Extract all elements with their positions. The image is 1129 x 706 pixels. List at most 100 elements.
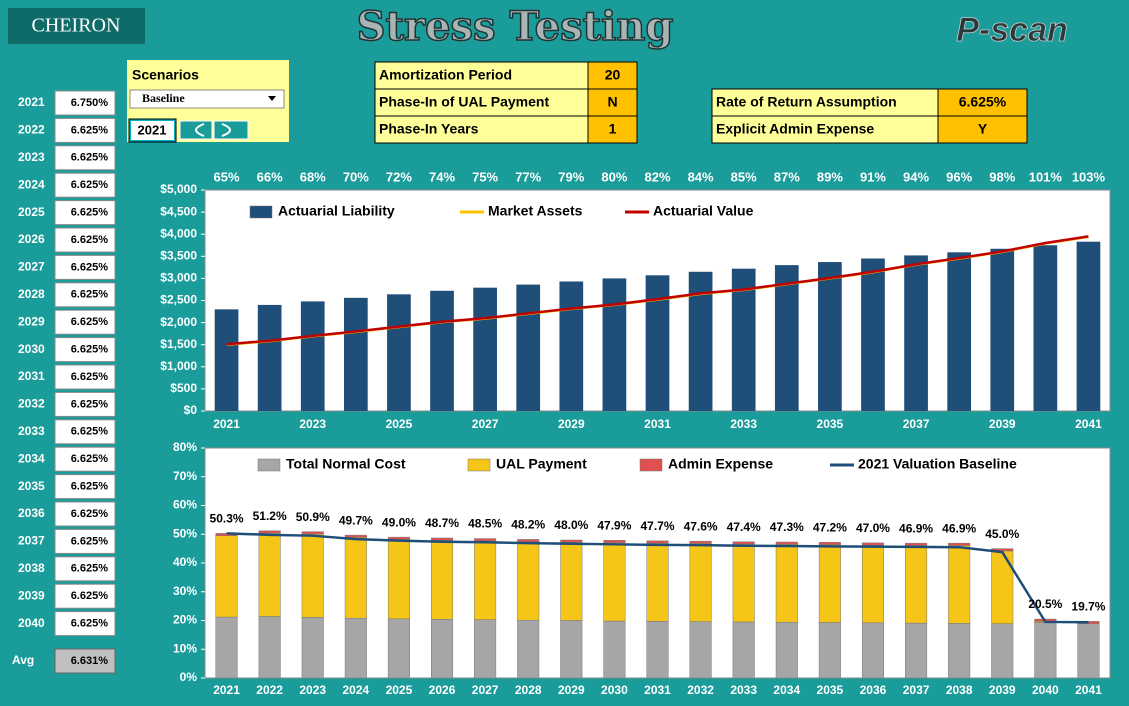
total-label: 48.7%: [425, 516, 459, 530]
bar: [343, 297, 368, 411]
funded-ratio-label: 65%: [214, 169, 240, 184]
bar: [473, 287, 497, 411]
y-tick-label: $4,000: [160, 226, 197, 240]
rate-cell: [54, 556, 116, 582]
rate-cell: [54, 200, 116, 226]
rate-value: 6.750%: [71, 97, 109, 109]
year-label: 2035: [18, 479, 45, 493]
funded-ratio-label: 80%: [601, 169, 627, 184]
bar: [861, 258, 885, 411]
bar: [474, 538, 497, 542]
avg-value: 6.631%: [71, 655, 109, 667]
param-label-cell: [374, 115, 589, 144]
funded-ratio-label: 87%: [774, 169, 800, 184]
bar: [431, 537, 454, 541]
year-label: 2030: [18, 342, 45, 356]
charts: $0 $500 $1,000 $1,500 $2,000 $2,500 $3,000 $3,5…: [160, 169, 1111, 697]
total-label: 46.9%: [942, 521, 976, 535]
funded-ratio-label: 98%: [989, 169, 1015, 184]
x-tick-label: 2041: [1075, 417, 1102, 431]
x-tick-label: 2033: [730, 683, 757, 697]
bar: [646, 542, 669, 622]
bar: [603, 620, 626, 679]
y-tick-label: $2,500: [160, 293, 197, 307]
bar: [602, 278, 627, 411]
legend-label: 2021 Valuation Baseline: [858, 456, 1017, 472]
x-tick-label: 2027: [472, 417, 499, 431]
x-tick-label: 2033: [730, 417, 757, 431]
y-tick-label: $2,000: [160, 315, 197, 329]
rate-cell: [54, 446, 116, 472]
bar: [559, 281, 584, 411]
bar: [300, 301, 325, 411]
x-tick-label: 2023: [299, 417, 326, 431]
rate-value: 6.625%: [71, 398, 109, 410]
bar: [905, 542, 928, 546]
bar: [774, 265, 799, 411]
funded-ratio-label: 94%: [903, 169, 929, 184]
rate-column: 2021 6.750% 2022 6.625% 2023 6.625% 2024 6.625%…: [12, 90, 116, 674]
rate-cell: [54, 501, 116, 527]
x-tick-label: 2031: [644, 417, 671, 431]
bar: [387, 294, 411, 411]
x-tick-label: 2035: [817, 683, 844, 697]
funded-ratio-label: 96%: [946, 169, 972, 184]
rate-cell: [54, 172, 116, 198]
y-tick-label: 40%: [173, 555, 197, 569]
year-label: 2021: [18, 95, 45, 109]
y-tick-label: 50%: [173, 526, 197, 540]
year-label: 2031: [18, 369, 45, 383]
year-label: 2040: [18, 616, 45, 630]
scenario-dropdown[interactable]: [129, 89, 285, 109]
bar: [301, 617, 324, 679]
bar: [948, 542, 971, 546]
rate-value: 6.625%: [71, 261, 109, 273]
year-label: 2027: [18, 260, 45, 274]
rate-value: 6.625%: [71, 344, 109, 356]
bar: [818, 542, 841, 545]
bar: [1033, 245, 1058, 411]
scenario-year: 2021: [138, 122, 167, 137]
x-tick-label: 2039: [989, 683, 1016, 697]
bar: [257, 304, 282, 411]
bar: [560, 542, 583, 621]
param-label-cell: [374, 61, 589, 90]
legend-swatch: [257, 458, 281, 472]
bar: [775, 544, 798, 623]
bar: [948, 545, 971, 624]
y-tick-label: 0%: [180, 670, 198, 684]
year-label: 2025: [18, 205, 45, 219]
bar: [301, 531, 324, 535]
x-tick-label: 2029: [558, 683, 585, 697]
total-label: 47.0%: [856, 521, 890, 535]
funded-ratio-label: 79%: [558, 169, 584, 184]
bar: [689, 543, 712, 622]
bar: [258, 532, 281, 617]
total-label: 47.6%: [684, 519, 718, 533]
bar: [431, 540, 454, 620]
rate-cell: [54, 364, 116, 390]
param-label: Phase-In Years: [379, 121, 479, 137]
x-tick-label: 2023: [299, 683, 326, 697]
x-tick-label: 2031: [644, 683, 671, 697]
legend-label: Admin Expense: [668, 456, 773, 472]
logo-box: [8, 8, 145, 44]
bar: [818, 262, 842, 411]
y-tick-label: $1,000: [160, 359, 197, 373]
bar: [904, 255, 928, 411]
rate-value: 6.625%: [71, 426, 109, 438]
x-tick-label: 2034: [773, 683, 800, 697]
scenarios-label: Scenarios: [132, 67, 199, 83]
year-label: 2034: [18, 451, 45, 465]
total-label: 49.7%: [339, 513, 373, 527]
y-tick-label: 80%: [173, 440, 197, 454]
y-tick-label: 30%: [173, 584, 197, 598]
y-tick-label: $3,500: [160, 248, 197, 262]
bar: [517, 541, 540, 621]
rate-value: 6.625%: [71, 124, 109, 136]
param-value-cell: [937, 88, 1028, 117]
x-tick-label: 2024: [342, 683, 369, 697]
rate-cell: [54, 145, 116, 171]
total-label: 19.7%: [1071, 600, 1105, 614]
rate-value: 6.625%: [71, 453, 109, 465]
